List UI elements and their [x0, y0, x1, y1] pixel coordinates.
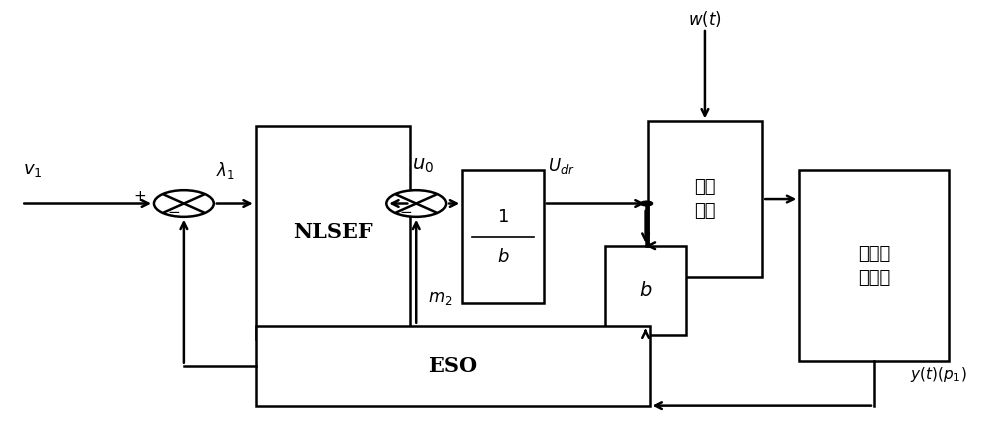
Text: $U_{dr}$: $U_{dr}$	[548, 156, 575, 176]
Text: $1$: $1$	[497, 208, 509, 226]
Bar	[256, 126, 410, 339]
Bar	[605, 246, 686, 334]
Text: $\lambda_1$: $\lambda_1$	[216, 160, 235, 181]
Bar	[648, 121, 762, 277]
Text: +: +	[133, 190, 146, 204]
Text: $b$: $b$	[639, 281, 652, 299]
Circle shape	[154, 190, 214, 217]
Bar	[462, 170, 544, 304]
Text: $w(t)$: $w(t)$	[688, 9, 722, 29]
Circle shape	[386, 190, 446, 217]
Text: $v_1$: $v_1$	[23, 161, 43, 179]
Bar	[799, 170, 949, 361]
Circle shape	[643, 201, 653, 206]
Text: $y(t)(p_1)$: $y(t)(p_1)$	[910, 365, 967, 384]
Text: NLSEF: NLSEF	[293, 223, 373, 242]
Text: −: −	[400, 205, 413, 220]
Text: 微分同
胞映射: 微分同 胞映射	[858, 245, 890, 287]
Text: $\boldsymbol{u_0}$: $\boldsymbol{u_0}$	[412, 156, 434, 175]
Text: $m_2$: $m_2$	[428, 290, 453, 307]
Text: −: −	[168, 205, 180, 220]
Bar	[256, 326, 650, 405]
Text: ESO: ESO	[428, 356, 477, 375]
Text: $b$: $b$	[497, 248, 509, 266]
Circle shape	[641, 201, 651, 206]
Text: 被控
对象: 被控 对象	[694, 178, 716, 220]
